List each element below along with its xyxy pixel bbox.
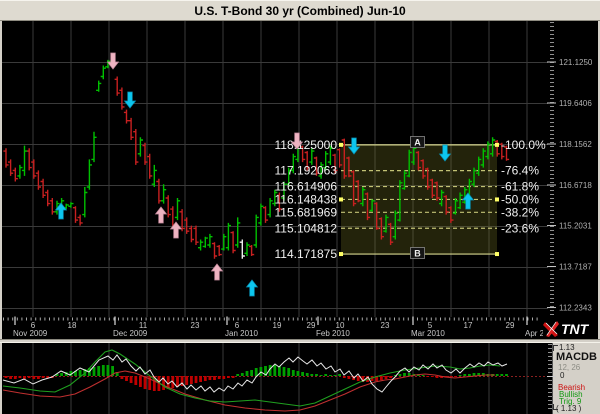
month-label-4: Mar 2010 (411, 329, 445, 338)
fib-anchor-a[interactable]: A (414, 138, 421, 148)
macd-zero-label: 0 (560, 371, 565, 380)
macd-indicator-name[interactable]: MACDB (556, 351, 597, 363)
signal-arrow-down-1 (123, 91, 137, 109)
main-chart-background (2, 21, 598, 339)
signal-arrow-up-10 (461, 192, 475, 210)
fib-price-label-4: 115.681969 (274, 205, 337, 219)
price-axis-label-4: 115.2031 (559, 222, 592, 231)
macd-value-bracket-bottom (553, 404, 558, 410)
macd-bullish-label: Bullish (559, 390, 583, 399)
chart-title: U.S. T-Bond 30 yr (Combined) Jun-10 (194, 3, 406, 18)
fib-price-label-2: 116.614906 (274, 180, 337, 194)
fib-percent-label-1: -76.4% (501, 164, 539, 178)
fib-handle[interactable] (339, 142, 343, 147)
signal-arrow-up-4 (169, 221, 183, 239)
fib-percent-label-3: -50.0% (501, 192, 539, 206)
day-label-0: 6 (31, 321, 36, 330)
macd-current-value: ( 1.13 ) (556, 404, 582, 413)
signal-arrow-up-6 (245, 279, 259, 297)
macd-bearish-label: Bearish (558, 383, 586, 392)
day-label-10: 17 (464, 321, 473, 330)
price-axis-label-1: 119.6406 (559, 99, 592, 108)
signal-arrow-down-0 (106, 52, 120, 70)
signal-arrow-down-7 (290, 132, 304, 150)
signal-arrow-up-2 (54, 202, 68, 220)
macd-top-value: 1.13 (559, 343, 575, 352)
fib-percent-label-4: -38.2% (501, 205, 539, 219)
price-axis-label-3: 116.6718 (559, 181, 592, 190)
macd-fast-line (2, 354, 508, 393)
macd-params: 12, 26 (558, 363, 581, 372)
day-label-8: 23 (381, 321, 390, 330)
macd-label-panel (552, 343, 598, 414)
tnt-logo-icon (543, 320, 559, 337)
fib-anchor-b[interactable]: B (414, 249, 421, 259)
tnt-logo-text: TNT (561, 320, 589, 337)
fib-percent-label-2: -61.8% (501, 180, 539, 194)
fib-anchor-box-a[interactable] (410, 136, 425, 148)
day-label-9: 5 (428, 321, 433, 330)
macd-panel-background (2, 343, 552, 414)
fib-handle[interactable] (495, 252, 499, 257)
fib-price-label-0: 118.125000 (274, 138, 337, 152)
month-label-2: Jan 2010 (225, 329, 258, 338)
day-label-5: 19 (273, 321, 282, 330)
fib-handle[interactable] (495, 197, 499, 202)
chart-title-bar: U.S. T-Bond 30 yr (Combined) Jun-10 (0, 0, 600, 21)
day-label-3: 23 (191, 321, 200, 330)
price-bars-down (3, 76, 510, 259)
fib-percent-label-0: -100.0% (501, 138, 546, 152)
fib-price-label-6: 114.171875 (274, 247, 337, 261)
fib-handle[interactable] (339, 197, 343, 202)
fib-anchor-box-b[interactable] (410, 247, 425, 259)
signal-arrow-down-8 (347, 137, 361, 155)
fib-price-label-5: 115.104812 (274, 221, 337, 235)
macd-trigger-label: Trig. 9 (559, 397, 582, 406)
day-label-6: 29 (307, 321, 316, 330)
macd-signal-line (2, 370, 495, 412)
price-bar-neutral (239, 239, 245, 259)
signal-arrow-down-9 (438, 144, 452, 162)
month-label-5: Apr 2 (525, 329, 545, 338)
price-axis-label-0: 121.1250 (559, 58, 593, 67)
month-label-1: Dec 2009 (113, 329, 148, 338)
price-axis-label-5: 113.7187 (559, 263, 592, 272)
fib-price-label-3: 116.148438 (274, 192, 337, 206)
fib-percent-label-5: -23.6% (501, 221, 539, 235)
day-label-11: 29 (506, 321, 515, 330)
fib-price-label-1: 117.192063 (274, 164, 337, 178)
month-label-0: Nov 2009 (13, 329, 48, 338)
day-label-4: 6 (235, 321, 240, 330)
fib-handle[interactable] (495, 142, 499, 147)
macd-value-bracket-top (553, 345, 558, 351)
signal-arrow-up-5 (210, 263, 224, 281)
price-axis-label-2: 118.1562 (559, 140, 592, 149)
day-label-2: 11 (139, 321, 148, 330)
fib-handle[interactable] (339, 252, 343, 257)
day-label-1: 18 (68, 321, 77, 330)
day-label-7: 10 (336, 321, 345, 330)
price-axis-label-6: 112.2343 (559, 304, 592, 313)
month-label-3: Feb 2010 (316, 329, 350, 338)
tnt-logo: TNT (543, 318, 598, 339)
signal-arrow-up-3 (154, 206, 168, 224)
